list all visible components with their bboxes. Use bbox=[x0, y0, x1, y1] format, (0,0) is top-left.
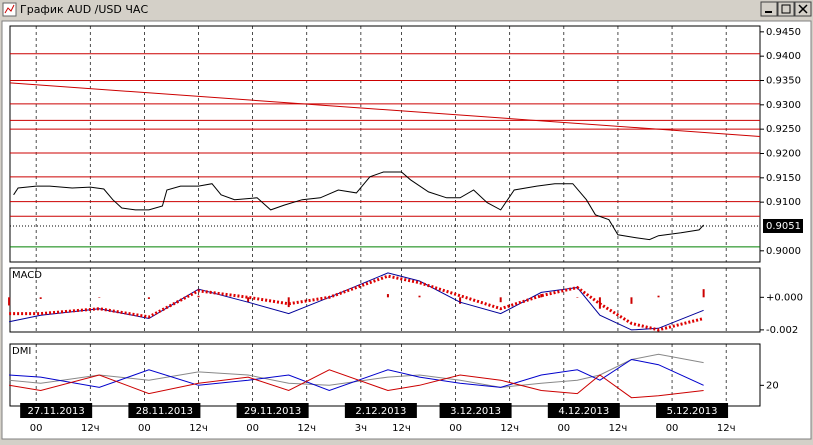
panel-title: DMI bbox=[12, 346, 31, 357]
date-box bbox=[128, 403, 201, 418]
histogram-bar bbox=[499, 297, 502, 303]
date-box bbox=[20, 403, 93, 418]
date-label: 5.12.2013 bbox=[667, 406, 718, 417]
x-tick-label: 00 bbox=[246, 423, 259, 434]
y-tick-label: +0.000 bbox=[766, 292, 803, 303]
series-line bbox=[9, 353, 704, 388]
plot: 0.9450 0.9400 0.9350 0.9300 0.9250 0.9200 0.91… bbox=[8, 25, 803, 434]
x-tick-label: 00 bbox=[557, 423, 570, 434]
histogram-bar bbox=[657, 295, 660, 298]
y-tick-label: 0.9200 bbox=[766, 148, 801, 159]
close-icon bbox=[798, 4, 808, 14]
x-tick-label: 12ч bbox=[609, 423, 628, 434]
histogram-bar bbox=[459, 297, 462, 304]
x-tick-label: 12ч bbox=[81, 423, 100, 434]
x-tick-label: 3ч bbox=[355, 423, 367, 434]
date-box bbox=[236, 403, 309, 418]
histogram-bar bbox=[197, 295, 200, 298]
y-tick-label: 20 bbox=[766, 380, 779, 391]
y-tick-label: 0.9250 bbox=[766, 124, 801, 135]
x-tick-label: 12ч bbox=[189, 423, 208, 434]
date-label: 29.11.2013 bbox=[244, 406, 301, 417]
window-title: График AUD /USD ЧАС bbox=[20, 3, 148, 16]
maximize-icon bbox=[781, 4, 791, 14]
chart-area bbox=[1, 20, 812, 440]
histogram-bar bbox=[630, 297, 633, 304]
x-tick-label: 12ч bbox=[500, 423, 519, 434]
histogram-bar bbox=[576, 297, 579, 298]
panel-frame bbox=[9, 25, 761, 263]
series-line bbox=[9, 369, 704, 399]
y-tick-label: -0.002 bbox=[766, 325, 798, 336]
y-tick-label: 0.9450 bbox=[766, 27, 801, 38]
x-tick-label: 00 bbox=[30, 423, 43, 434]
window-buttons[interactable] bbox=[760, 1, 812, 17]
last-price-label: 0.9051 bbox=[766, 221, 801, 232]
date-box bbox=[656, 403, 729, 418]
histogram-bar bbox=[540, 294, 543, 298]
maximize-button[interactable] bbox=[777, 1, 795, 17]
title-bar bbox=[0, 0, 813, 20]
trend-line bbox=[9, 82, 761, 137]
date-label: 28.11.2013 bbox=[136, 406, 193, 417]
window-icon-graph bbox=[4, 4, 15, 14]
histogram-bar bbox=[418, 295, 421, 298]
date-box bbox=[439, 403, 512, 418]
minimize-button[interactable] bbox=[760, 1, 778, 17]
histogram-bar bbox=[247, 297, 250, 303]
y-tick-label: 0.9350 bbox=[766, 75, 801, 86]
x-tick-label: 12ч bbox=[392, 423, 411, 434]
y-tick-label: 0.9400 bbox=[766, 51, 801, 62]
y-tick-label: 0.9300 bbox=[766, 100, 801, 111]
x-tick-label: 00 bbox=[138, 423, 151, 434]
y-tick-label: 0.9000 bbox=[766, 246, 801, 257]
x-tick-label: 12ч bbox=[717, 423, 736, 434]
histogram-bar bbox=[702, 289, 705, 298]
date-label: 27.11.2013 bbox=[28, 406, 85, 417]
histogram-bar bbox=[147, 297, 150, 299]
histogram-bar bbox=[8, 297, 11, 306]
histogram-bar bbox=[39, 297, 42, 299]
series-line bbox=[9, 274, 704, 332]
x-tick-label: 00 bbox=[449, 423, 462, 434]
histogram-bar bbox=[98, 297, 101, 298]
series-line bbox=[9, 358, 704, 392]
date-box bbox=[344, 403, 417, 418]
y-tick-label: 0.9100 bbox=[766, 197, 801, 208]
last-price-box bbox=[763, 218, 803, 233]
series-line bbox=[13, 171, 704, 241]
histogram-bar bbox=[598, 297, 601, 309]
histogram-bar bbox=[287, 297, 290, 308]
date-label: 3.12.2013 bbox=[450, 406, 501, 417]
date-label: 4.12.2013 bbox=[558, 406, 609, 417]
histogram-bar bbox=[386, 294, 389, 298]
date-label: 2.12.2013 bbox=[355, 406, 406, 417]
panel-title: MACD bbox=[12, 270, 42, 281]
date-box bbox=[547, 403, 620, 418]
x-tick-label: 12ч bbox=[297, 423, 316, 434]
y-tick-label: 0.9150 bbox=[766, 173, 801, 184]
x-tick-label: 00 bbox=[666, 423, 679, 434]
